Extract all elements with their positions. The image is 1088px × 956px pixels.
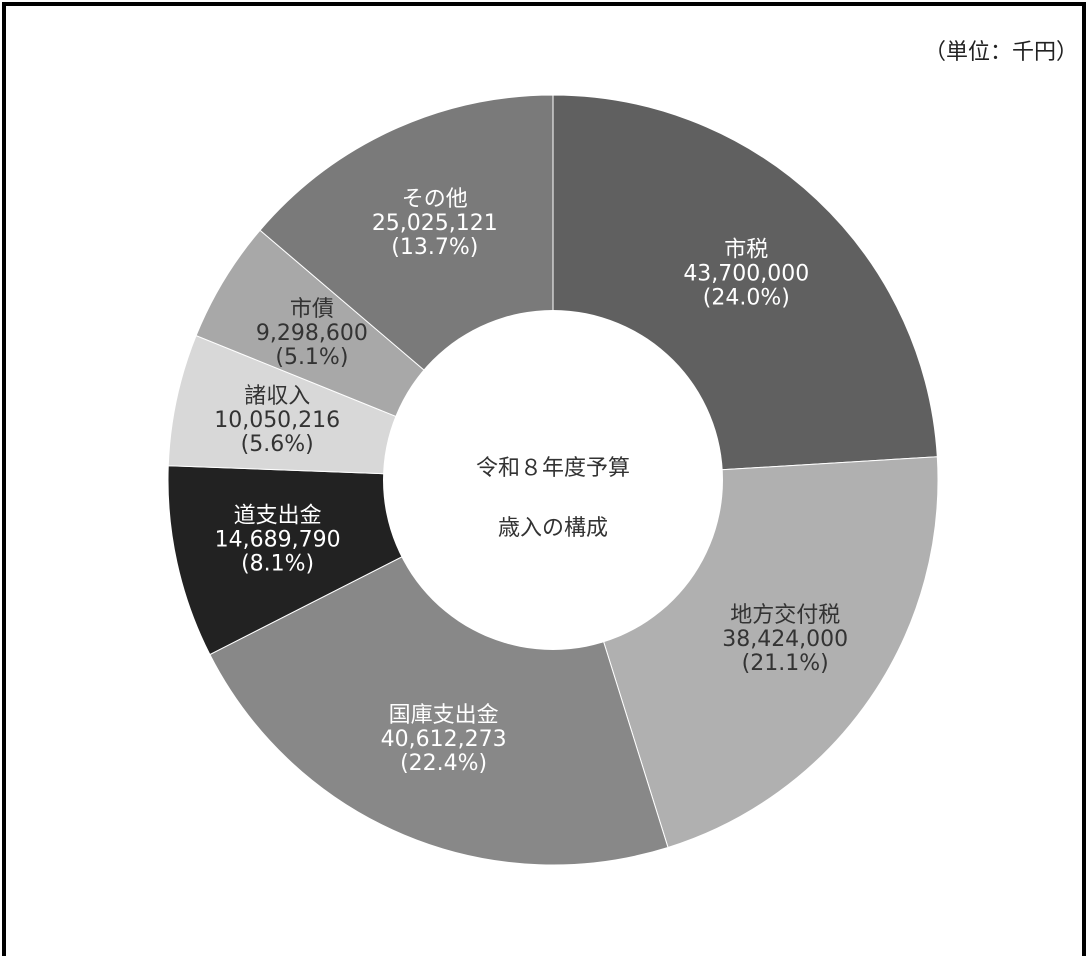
slice-label-value-6: 25,025,121 xyxy=(372,211,498,236)
slice-label-percent-6: (13.7%) xyxy=(391,235,478,260)
unit-note: （単位：千円） xyxy=(923,40,1078,65)
slice-label-name-2: 国庫支出金 xyxy=(389,703,499,728)
slice-label-name-0: 市税 xyxy=(724,238,768,263)
slice-label-name-1: 地方交付税 xyxy=(730,603,840,628)
slice-label-value-4: 10,050,216 xyxy=(214,408,340,433)
chart-title: 令和８年度予算 xyxy=(476,456,630,481)
slice-label-value-2: 40,612,273 xyxy=(381,727,507,752)
slice-label-name-5: 市債 xyxy=(290,297,334,322)
slice-label-value-3: 14,689,790 xyxy=(215,528,341,553)
slice-label-name-6: その他 xyxy=(402,187,468,212)
slice-label-name-4: 諸収入 xyxy=(244,384,310,409)
slice-label-percent-3: (8.1%) xyxy=(241,552,314,577)
slice-label-percent-2: (22.4%) xyxy=(400,751,487,776)
slice-label-percent-5: (5.1%) xyxy=(275,345,348,370)
slice-label-value-5: 9,298,600 xyxy=(256,321,368,346)
slice-label-value-1: 38,424,000 xyxy=(722,627,848,652)
slice-label-name-3: 道支出金 xyxy=(234,504,322,529)
slice-label-value-0: 43,700,000 xyxy=(683,262,809,287)
slice-label-percent-4: (5.6%) xyxy=(241,432,314,457)
slice-label-percent-1: (21.1%) xyxy=(742,651,829,676)
donut-hole xyxy=(383,310,723,650)
slice-label-percent-0: (24.0%) xyxy=(703,286,790,311)
chart-subtitle: 歳入の構成 xyxy=(498,516,608,541)
